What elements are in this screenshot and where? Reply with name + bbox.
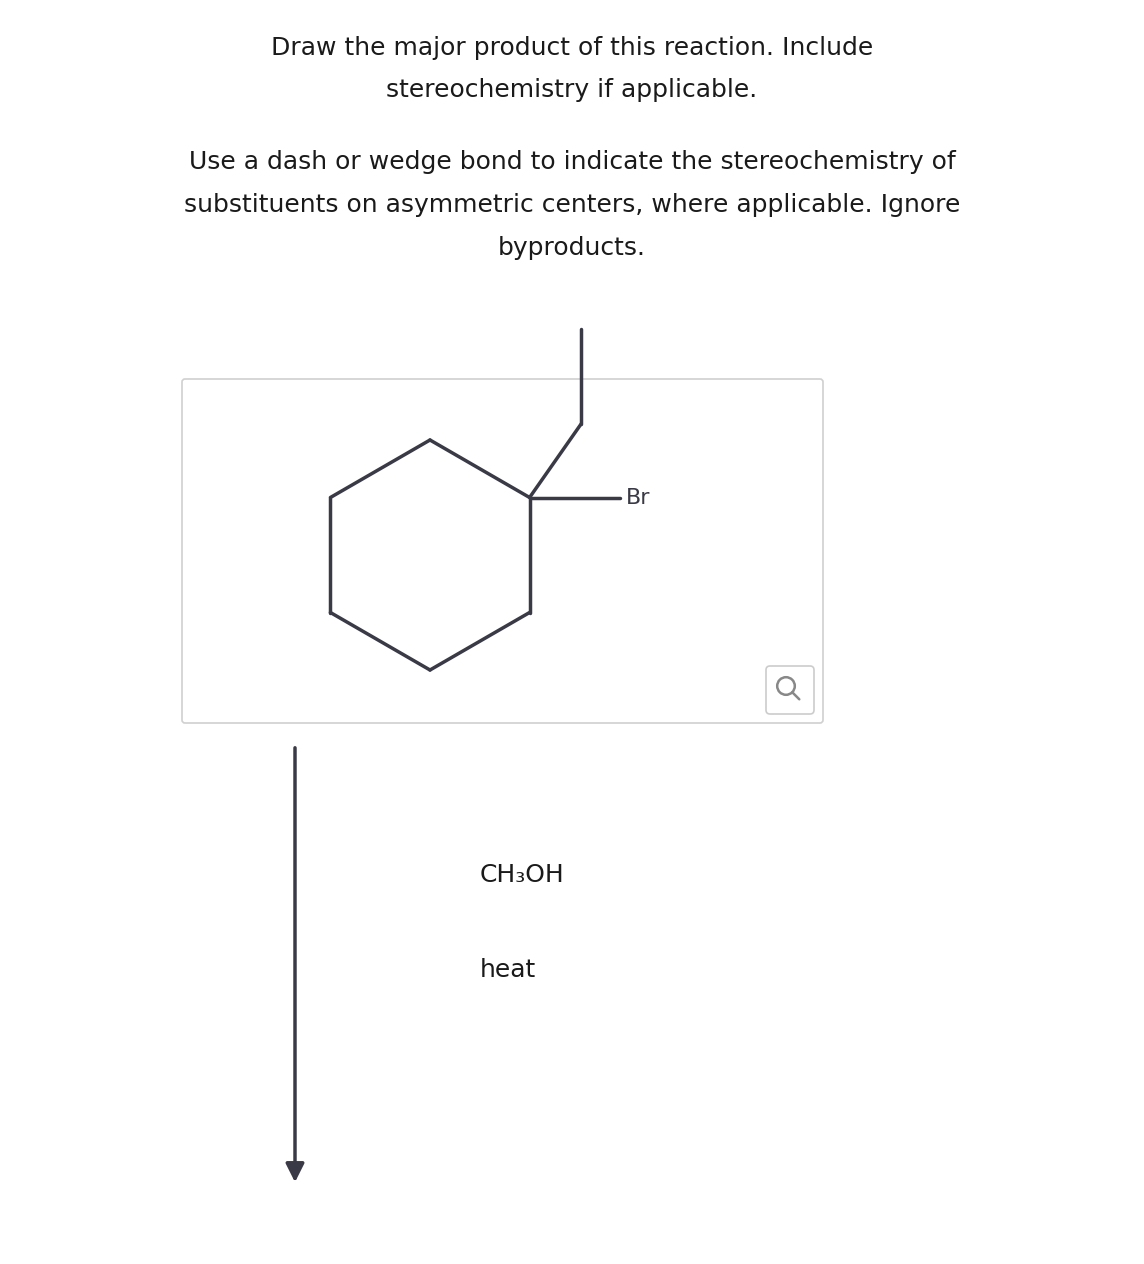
FancyBboxPatch shape — [182, 379, 823, 723]
Text: byproducts.: byproducts. — [498, 236, 646, 260]
Text: stereochemistry if applicable.: stereochemistry if applicable. — [387, 78, 757, 102]
FancyBboxPatch shape — [766, 666, 815, 714]
Text: Use a dash or wedge bond to indicate the stereochemistry of: Use a dash or wedge bond to indicate the… — [189, 150, 955, 174]
Text: substituents on asymmetric centers, where applicable. Ignore: substituents on asymmetric centers, wher… — [184, 193, 960, 217]
Text: heat: heat — [480, 958, 537, 982]
Text: Br: Br — [626, 488, 650, 508]
Text: Draw the major product of this reaction. Include: Draw the major product of this reaction.… — [271, 35, 873, 59]
Text: CH₃OH: CH₃OH — [480, 863, 565, 887]
